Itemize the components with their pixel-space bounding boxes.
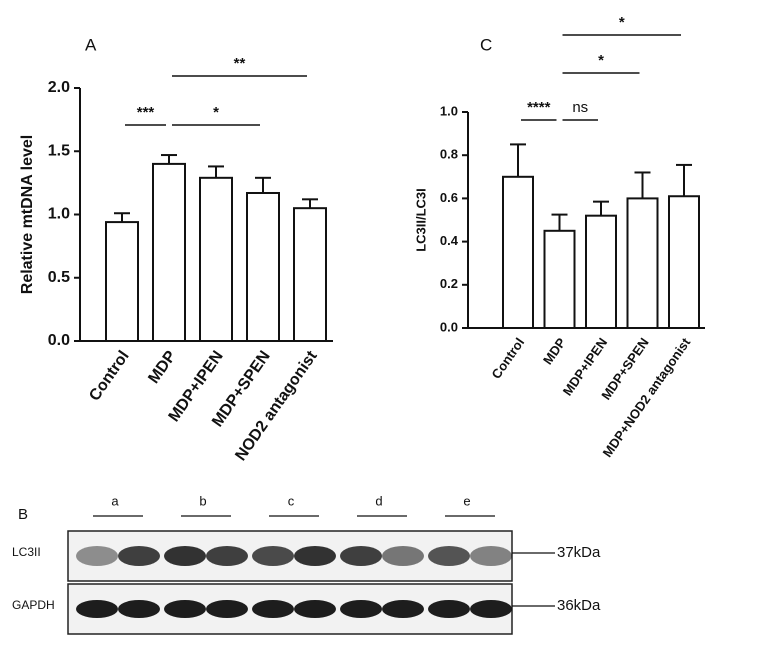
bar	[626, 197, 659, 329]
y-axis-label: Relative mtDNA level	[19, 135, 36, 294]
y-tick-label: 0.6	[440, 190, 458, 205]
band	[428, 546, 470, 566]
band	[470, 600, 512, 618]
y-tick-label: 1.0	[440, 103, 458, 118]
significance-label: ***	[137, 104, 155, 121]
x-tick-label: MDP	[145, 348, 180, 387]
band	[76, 546, 118, 566]
band	[340, 546, 382, 566]
panel-label: B	[18, 506, 28, 523]
band	[252, 600, 294, 618]
band	[206, 546, 248, 566]
bar	[585, 214, 617, 329]
y-tick-label: 1.0	[48, 206, 70, 223]
y-tick-label: 0.0	[440, 319, 458, 334]
y-tick-label: 0.8	[440, 147, 458, 162]
bar	[543, 229, 576, 329]
row-label: GAPDH	[12, 598, 55, 612]
panel-label: C	[480, 35, 492, 54]
significance-label: ****	[527, 99, 551, 116]
band	[382, 546, 424, 566]
significance-label: **	[234, 55, 246, 72]
bar	[293, 207, 327, 342]
panel-label: A	[85, 35, 97, 54]
band	[428, 600, 470, 618]
bar	[246, 191, 280, 342]
size-label: 36kDa	[557, 597, 601, 614]
lane-label: e	[463, 493, 470, 508]
y-axis-label: LC3II/LC3I	[413, 188, 428, 252]
lane-label: c	[288, 493, 295, 508]
y-tick-label: 0.4	[440, 233, 459, 248]
significance-label: *	[619, 14, 625, 31]
band	[382, 600, 424, 618]
band	[164, 546, 206, 566]
y-tick-label: 1.5	[48, 142, 70, 159]
x-tick-label: Control	[86, 348, 133, 404]
band	[340, 600, 382, 618]
x-tick-label: Control	[488, 335, 527, 381]
significance-label: *	[213, 104, 219, 121]
bar	[502, 175, 534, 329]
bar	[105, 221, 139, 342]
band	[470, 546, 512, 566]
band	[206, 600, 248, 618]
x-tick-label: MDP	[540, 335, 569, 368]
lane-label: d	[375, 493, 382, 508]
size-label: 37kDa	[557, 544, 601, 561]
band	[164, 600, 206, 618]
band	[294, 600, 336, 618]
bar	[199, 176, 233, 342]
band	[76, 600, 118, 618]
significance-label: ns	[572, 99, 588, 116]
x-tick-label: NOD2 antagonist	[232, 347, 321, 464]
y-tick-label: 2.0	[48, 79, 70, 96]
band	[294, 546, 336, 566]
significance-label: *	[598, 52, 604, 69]
lane-label: a	[111, 493, 119, 508]
y-tick-label: 0.5	[48, 269, 70, 286]
y-tick-label: 0.2	[440, 276, 458, 291]
bar	[668, 195, 700, 329]
band	[118, 546, 160, 566]
bar	[152, 162, 186, 342]
y-tick-label: 0.0	[48, 332, 70, 349]
lane-label: b	[199, 493, 206, 508]
band	[252, 546, 294, 566]
band	[118, 600, 160, 618]
row-label: LC3II	[12, 545, 41, 559]
